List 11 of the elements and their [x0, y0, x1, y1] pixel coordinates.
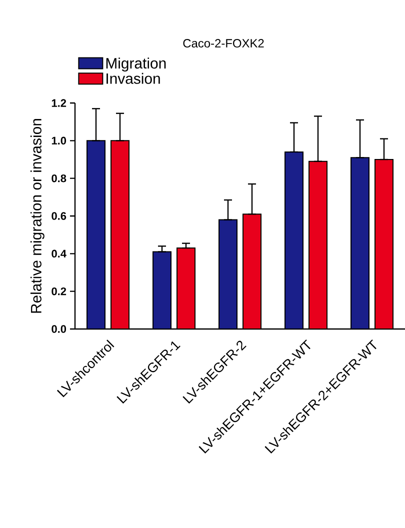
y-axis-title: Relative migration or invasion: [30, 119, 44, 313]
y-tick-label: 1.0: [52, 136, 66, 145]
legend-label: Invasion: [106, 72, 160, 84]
y-tick-label: 0.0: [52, 325, 66, 333]
legend-label: Migration: [106, 58, 166, 72]
y-tick-label: 0.6: [52, 212, 66, 220]
y-tick-label: 0.4: [52, 250, 66, 258]
y-tick-label: 0.2: [52, 287, 66, 296]
y-tick-label: 0.8: [52, 174, 66, 182]
chart-title: Caco-2-FOXK2: [183, 39, 264, 48]
y-tick-label: 1.2: [52, 99, 66, 107]
